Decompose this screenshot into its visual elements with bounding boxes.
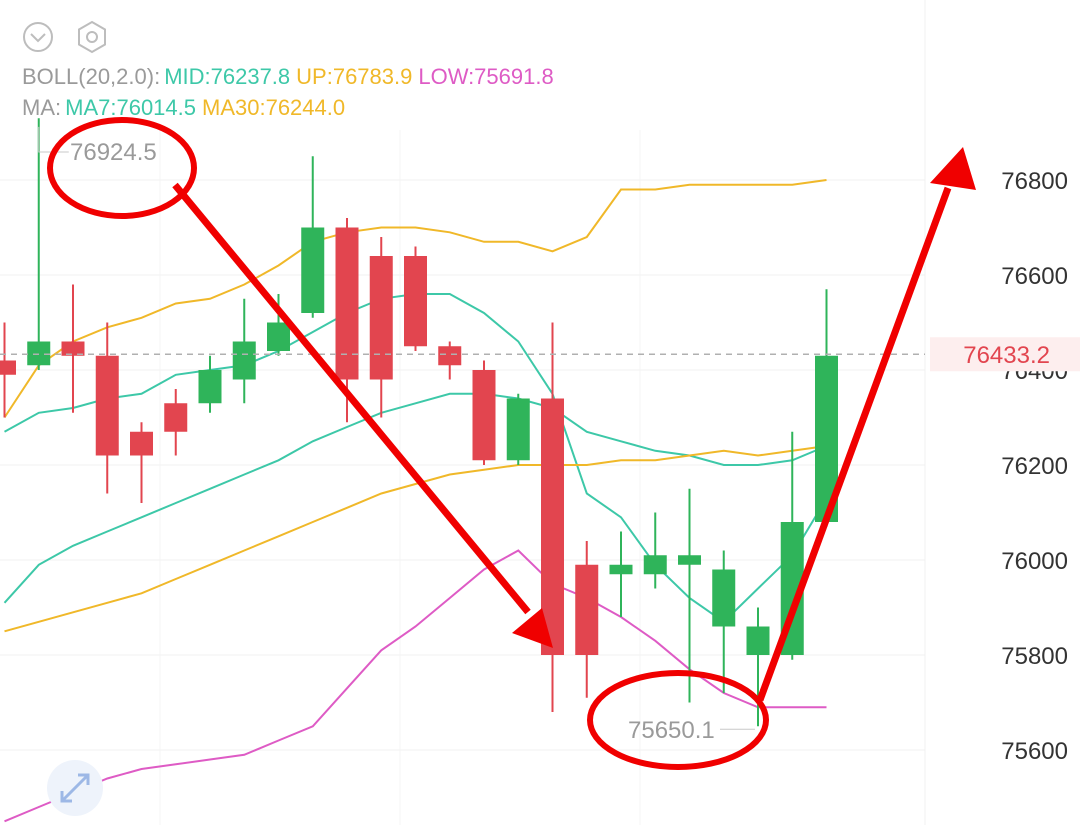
candle-body [678,555,701,565]
candle-body [0,360,16,375]
ma7-value: MA7:76014.5 [65,95,196,120]
current-price-tag [930,337,1080,372]
candle [506,393,530,465]
candle [369,237,393,418]
annotation-circle-low [587,670,769,770]
candle [232,298,256,404]
candle-body [609,564,633,575]
candle [404,246,427,351]
candle [27,118,51,370]
annotation-arrow-down-shaft [172,182,531,615]
candle-body [438,346,462,366]
hand-drawn-annotations [47,117,976,770]
candle-body [472,370,496,461]
expand-icon[interactable] [47,760,103,816]
candle-body [95,355,119,456]
boll-name: BOLL(20,2.0): [22,64,161,89]
candle [301,156,325,318]
y-tick-label: 76800 [1001,168,1068,195]
candle-body [575,564,599,655]
candle [472,360,496,465]
candle [746,607,770,727]
candle [130,422,153,503]
series-line-boll_mid [3,392,827,604]
boll-low-value: LOW:75691.8 [418,64,554,89]
candles [0,118,838,727]
annotation-circle-high [47,117,197,219]
candle [267,294,290,356]
grid-lines [0,0,926,825]
annotation-arrow-up-head [930,147,976,190]
boll-legend: BOLL(20,2.0): MID:76237.8 UP:76783.9 LOW:75… [22,64,560,90]
ma30-value: MA30:76244.0 [202,95,346,120]
chevron-down-icon[interactable] [23,22,53,52]
candle-body [404,256,427,347]
y-tick-label: 76000 [1001,548,1068,575]
series-line-boll_up [3,179,827,419]
series-line-ma30 [4,445,827,633]
price-markers: 76433.2 76924.5 75650.1 [0,126,1080,744]
candle [164,389,188,456]
candle-body [506,398,530,461]
candle [575,541,599,698]
ma-name: MA: [22,95,62,120]
y-tick-label: 75800 [1001,643,1068,670]
high-marker-line [38,126,69,153]
candle [198,355,222,413]
low-marker-label: 75650.1 [628,717,715,744]
y-tick-label: 76200 [1001,453,1068,480]
boll-up-value: UP:76783.9 [296,64,413,89]
candle [643,512,667,589]
hexagon-settings-icon[interactable] [78,20,106,54]
candle-body [335,227,359,380]
candle-body [27,341,51,366]
candle-body [267,322,290,351]
candle [678,488,701,703]
candle [815,289,838,527]
candle-body [232,341,256,380]
ma-legend: MA: MA7:76014.5 MA30:76244.0 [22,95,351,121]
candle [95,322,119,494]
y-tick-label: 75600 [1001,738,1068,765]
candle-body [541,398,564,655]
high-marker-label: 76924.5 [70,139,157,166]
candle-body [198,370,222,404]
y-tick-label: 76600 [1001,263,1068,290]
current-price-label: 76433.2 [963,342,1050,369]
series-line-boll_low [4,549,827,823]
candle-body [61,341,85,356]
candle-body [130,431,153,456]
candle [61,284,85,413]
boll-mid-value: MID:76237.8 [164,64,291,89]
candle-body [712,569,736,627]
candle-body [369,256,393,380]
candle [712,550,736,693]
candle-body [746,626,770,655]
candle-body [643,555,667,575]
candle-body [301,227,325,313]
candle-body [815,355,838,522]
candle [438,341,462,380]
annotation-arrow-up-shaft [756,186,952,702]
candle-body [164,403,188,432]
annotation-arrow-down-head [512,608,553,648]
candle [609,531,633,617]
candle [0,322,16,418]
